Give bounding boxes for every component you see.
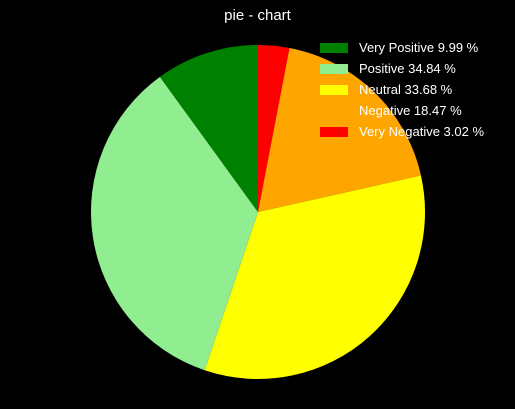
- legend-label: Positive 34.84 %: [359, 61, 456, 76]
- pie-slice-neutral: [204, 175, 426, 380]
- legend-item-negative: Negative 18.47 %: [320, 101, 510, 122]
- legend-swatch: [320, 106, 348, 116]
- legend-swatch: [320, 43, 348, 53]
- legend-item-neutral: Neutral 33.68 %: [320, 80, 510, 101]
- pie-slice-very-positive: [159, 44, 258, 212]
- legend-item-very-positive: Very Positive 9.99 %: [320, 38, 510, 59]
- legend-label: Negative 18.47 %: [359, 103, 462, 118]
- legend-label: Neutral 33.68 %: [359, 82, 453, 97]
- legend-item-very-negative: Very Negative 3.02 %: [320, 122, 510, 143]
- pie-slice-positive: [90, 76, 258, 371]
- legend-swatch: [320, 85, 348, 95]
- legend-label: Very Negative 3.02 %: [359, 124, 485, 139]
- legend-label: Very Positive 9.99 %: [359, 40, 479, 55]
- chart-title: pie - chart: [224, 7, 291, 24]
- legend-swatch: [320, 127, 348, 137]
- legend: Very Positive 9.99 % Positive 34.84 % Neut…: [320, 38, 510, 143]
- legend-item-positive: Positive 34.84 %: [320, 59, 510, 80]
- pie-slice-very-negative: [258, 45, 290, 212]
- legend-swatch: [320, 64, 348, 74]
